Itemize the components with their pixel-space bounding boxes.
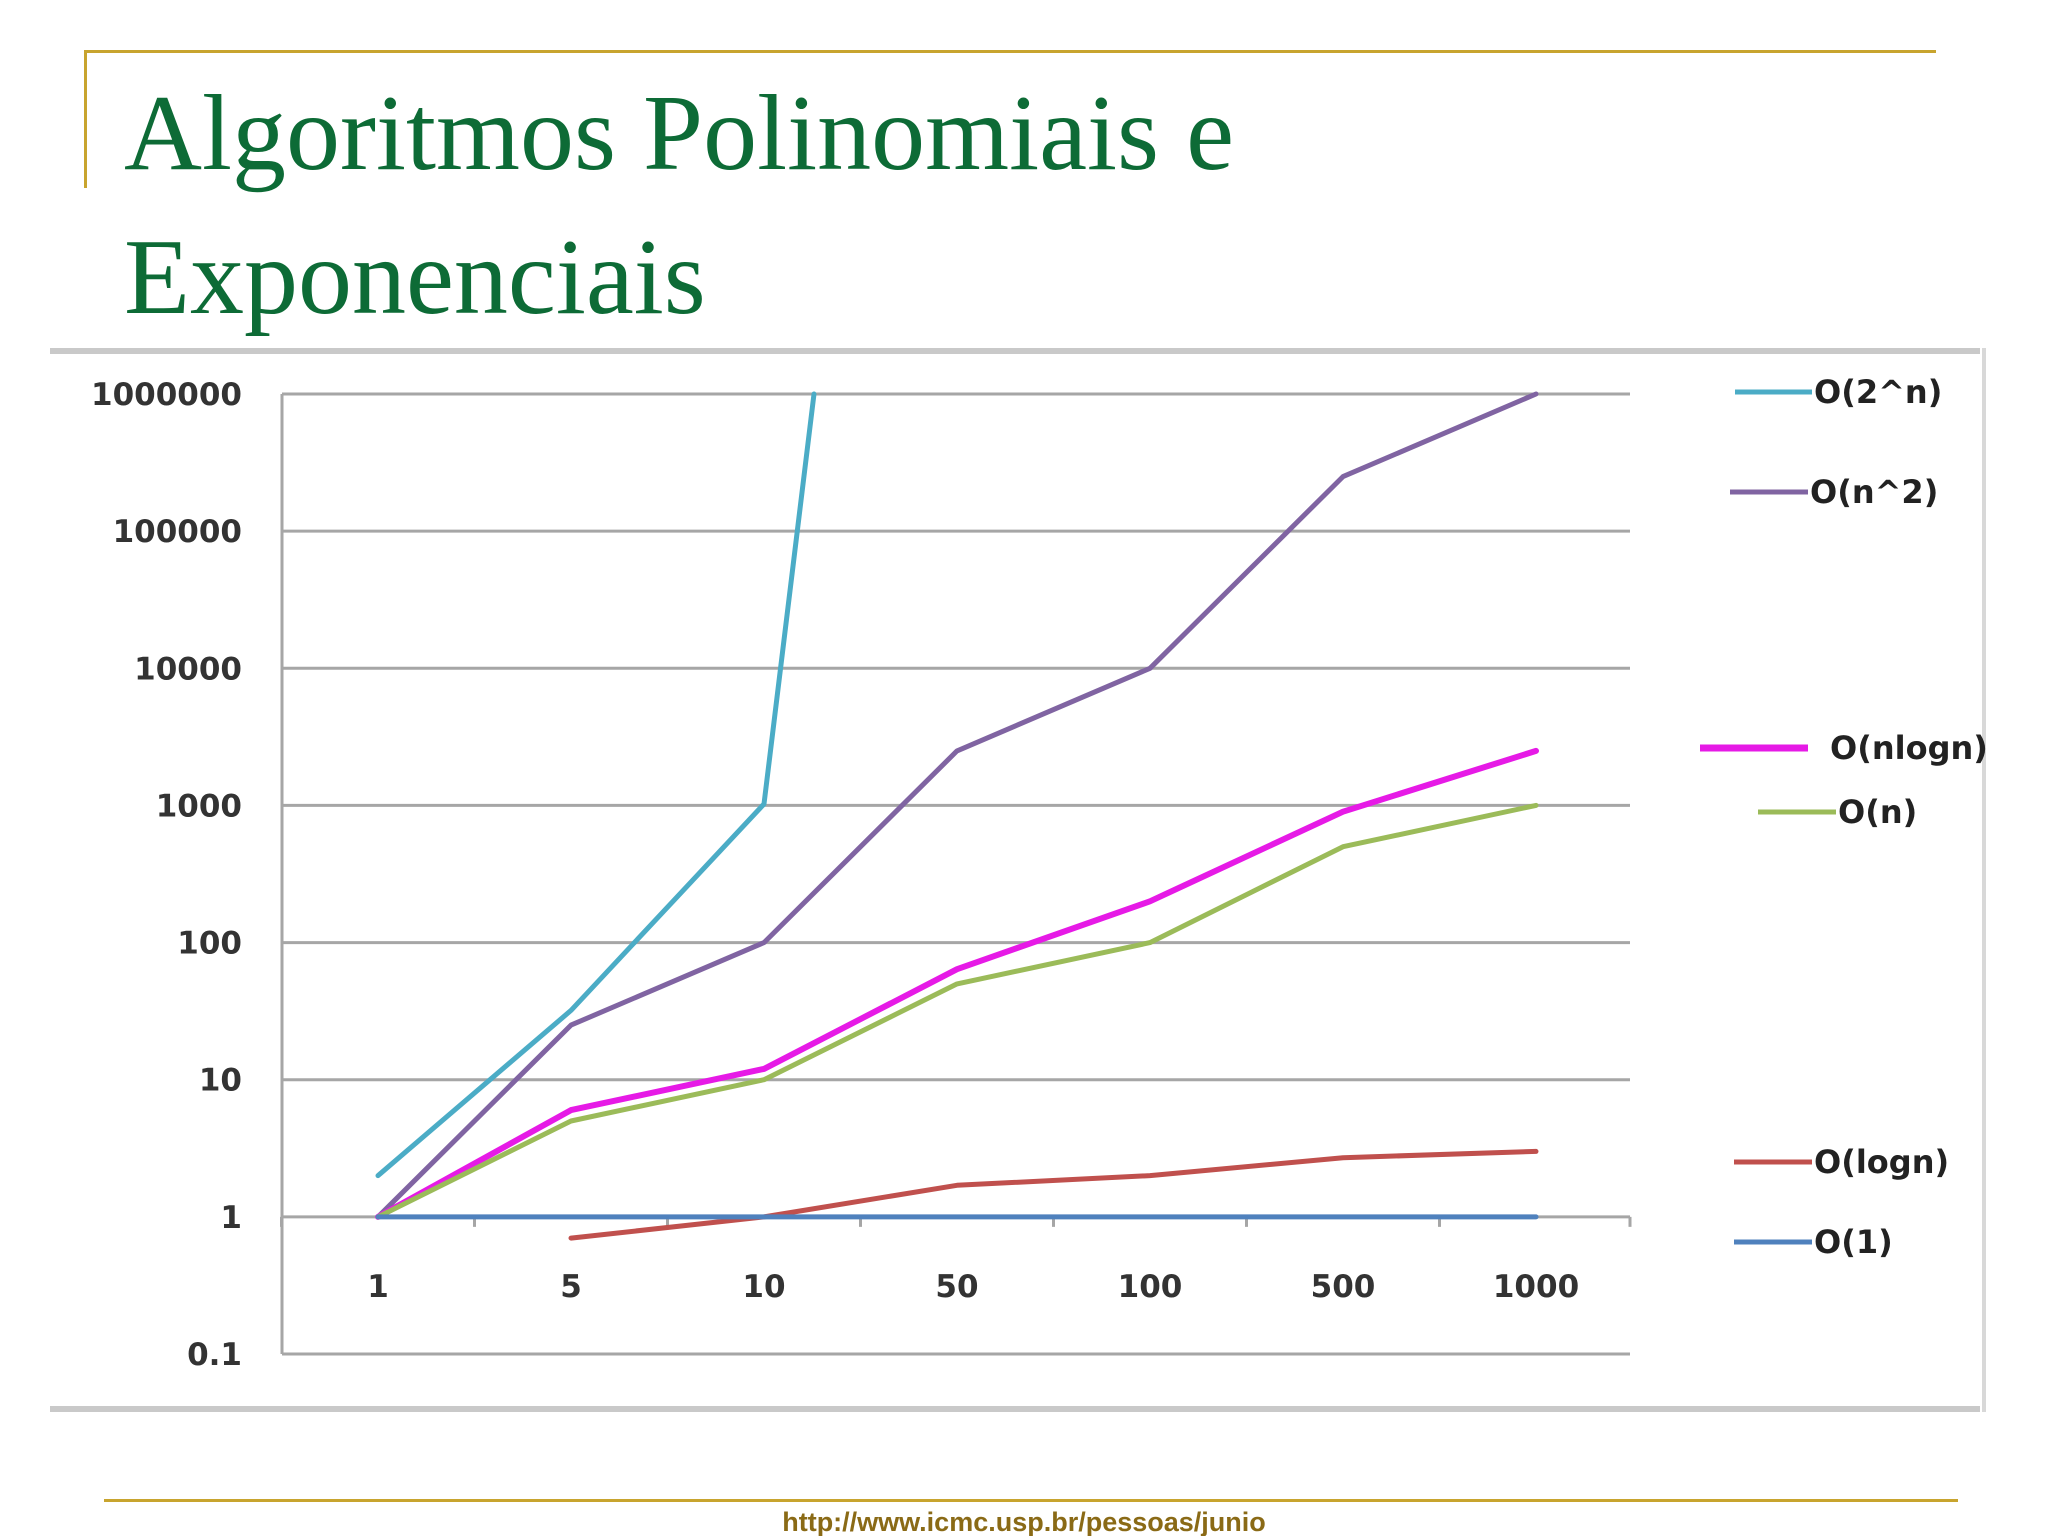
y-tick-label: 1000 — [156, 788, 242, 824]
legend-label: O(n^2) — [1810, 473, 1938, 511]
series-line-4 — [568, 1148, 1539, 1241]
y-tick-label: 0.1 — [187, 1337, 242, 1373]
legend-label: O(1) — [1814, 1223, 1893, 1261]
legend-label: O(2^n) — [1814, 373, 1942, 411]
x-tick-label: 1 — [367, 1269, 389, 1305]
legend-label: O(n) — [1838, 793, 1917, 831]
y-tick-labels: 0.1 1 10 100 1000 10000 100000 1000000 — [91, 377, 242, 1373]
grid-lines — [280, 392, 1632, 1356]
y-tick-label: 1 — [220, 1200, 242, 1236]
x-tick-label: 500 — [1311, 1269, 1376, 1305]
footer-url: http://www.icmc.usp.br/pessoas/junio — [782, 1508, 1266, 1536]
page-title: Algoritmos Polinomiais e Exponenciais — [124, 62, 1624, 350]
series-line-0 — [375, 391, 817, 1179]
legend-label: O(logn) — [1814, 1143, 1949, 1181]
y-tick-label: 1000000 — [91, 377, 242, 413]
series-line-2 — [375, 747, 1539, 1220]
x-tick-label: 50 — [935, 1269, 978, 1305]
series-line-3 — [375, 802, 1539, 1220]
bottom-rule — [104, 1499, 1958, 1502]
x-tick-label: 1000 — [1493, 1269, 1579, 1305]
chart-frame — [50, 348, 1980, 1412]
y-tick-label: 10000 — [134, 651, 242, 687]
x-tick-labels: 1 5 10 50 100 500 1000 — [367, 1269, 1579, 1305]
y-tick-label: 100000 — [113, 514, 242, 550]
series-line-1 — [375, 391, 1539, 1220]
x-tick-label: 100 — [1118, 1269, 1183, 1305]
series-lines — [375, 391, 1539, 1241]
legend: O(2^n) O(n^2) O(nlogn) O(n) O(logn) O(1) — [1700, 373, 1988, 1261]
x-tick-label: 10 — [742, 1269, 785, 1305]
top-rule — [84, 50, 1936, 53]
title-line-1: Algoritmos Polinomiais e — [124, 74, 1235, 193]
legend-label: O(nlogn) — [1830, 729, 1988, 767]
title-line-2: Exponenciais — [124, 218, 706, 337]
y-tick-label: 100 — [177, 926, 242, 962]
chart-frame-right-edge — [1982, 348, 1986, 1412]
y-tick-label: 10 — [199, 1063, 242, 1099]
x-tick-label: 5 — [560, 1269, 582, 1305]
left-rule — [84, 50, 87, 188]
